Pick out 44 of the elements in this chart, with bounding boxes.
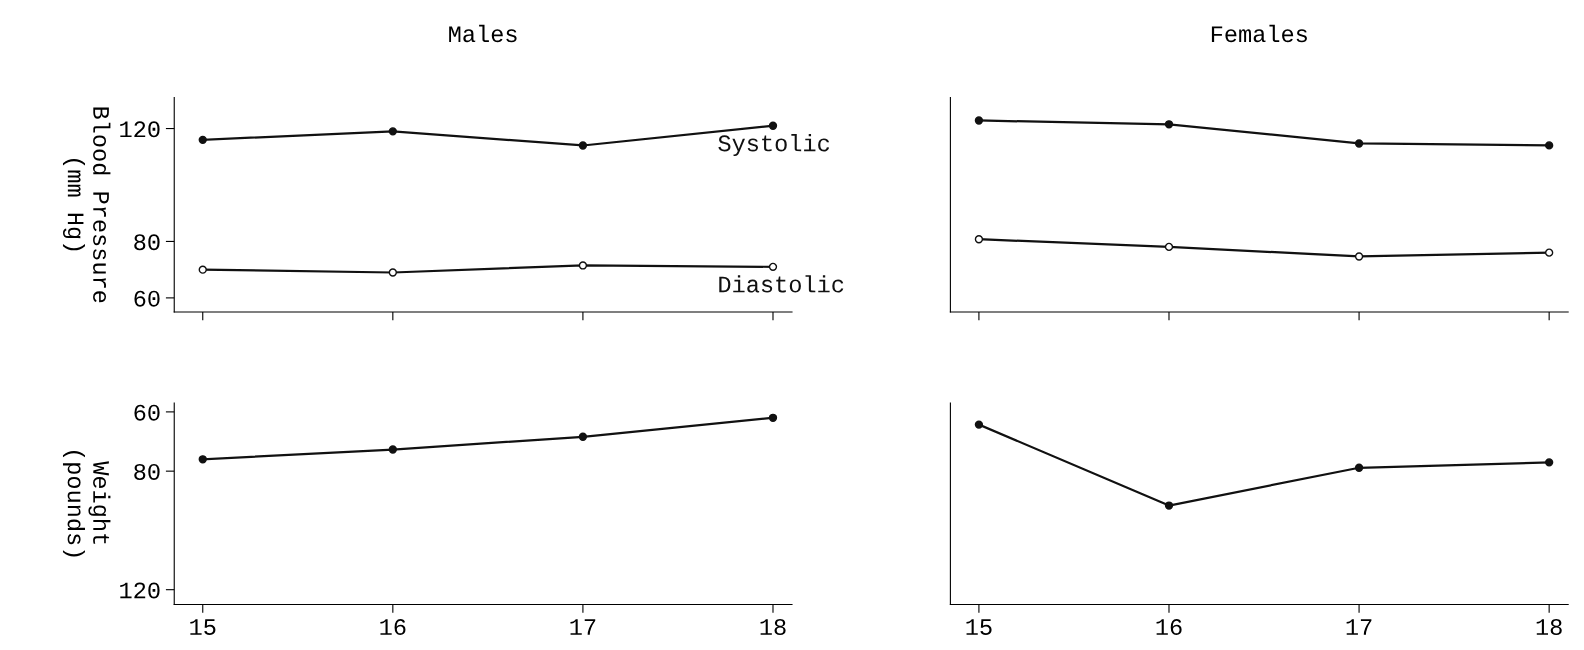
point [1354, 252, 1364, 261]
y-axis-title: Weight (pounds) [62, 451, 111, 557]
y-tick-label: 80 [134, 463, 160, 480]
point [1354, 139, 1364, 148]
point [768, 262, 778, 272]
point [1544, 141, 1554, 150]
point [1164, 501, 1174, 510]
x-tick-label: 17 [1346, 619, 1372, 635]
x-tick-label: 15 [966, 619, 992, 636]
point [198, 135, 207, 145]
point [1164, 120, 1174, 129]
point [388, 127, 397, 136]
chart-title: Females [1211, 24, 1307, 43]
point [388, 268, 397, 277]
point [768, 413, 778, 422]
y-tick-label: 60 [134, 404, 160, 421]
point [578, 141, 588, 150]
point [974, 116, 984, 125]
x-tick-label: 17 [570, 619, 596, 635]
y-tick-label: 60 [134, 290, 160, 307]
point [1544, 458, 1554, 467]
point [974, 235, 984, 244]
x-tick-label: 18 [1536, 619, 1562, 636]
x-tick-label: 15 [190, 619, 216, 636]
point [198, 265, 207, 274]
x-tick-label: 18 [760, 619, 786, 636]
point [388, 445, 397, 454]
point [198, 455, 207, 464]
series-label: Diastolic [719, 275, 844, 293]
x-tick-label: 16 [380, 619, 406, 636]
point [578, 432, 588, 441]
y-tick-label: 80 [134, 234, 160, 251]
y-tick-label: 120 [120, 582, 160, 599]
point [974, 420, 984, 429]
point [1164, 242, 1174, 252]
y-axis-title: Blood Pressure (mm Hg) [62, 107, 111, 303]
point [768, 121, 778, 130]
chart-title: Males [449, 24, 517, 43]
point [1544, 248, 1554, 257]
x-tick-label: 16 [1156, 619, 1182, 636]
series-label: Systolic [718, 134, 830, 157]
point [578, 261, 588, 270]
point [1354, 463, 1364, 472]
y-tick-label: 120 [120, 121, 160, 138]
